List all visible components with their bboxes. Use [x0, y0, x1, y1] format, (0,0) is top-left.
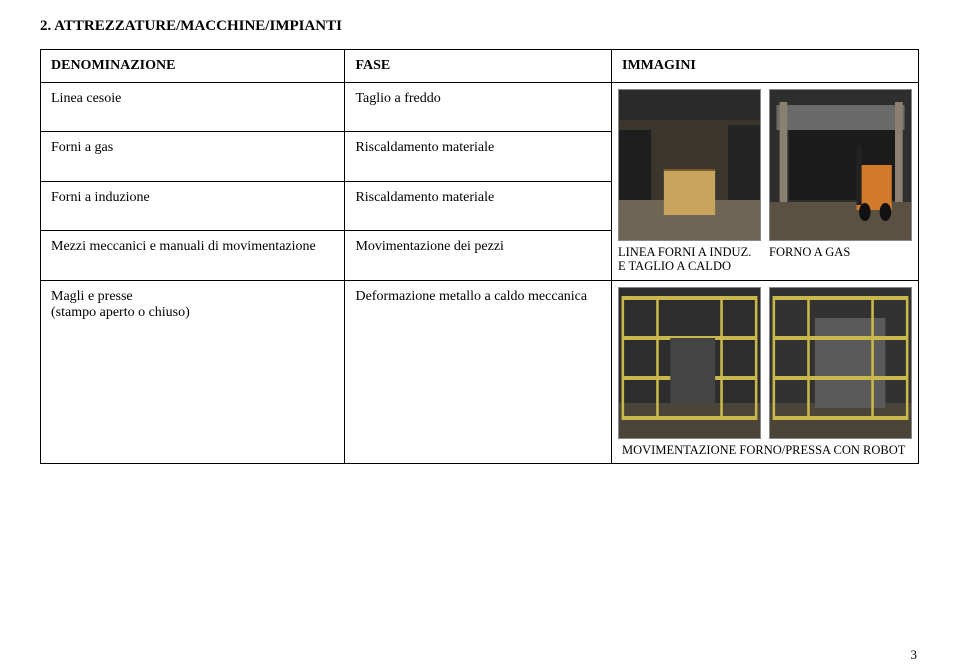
photo-wrap: LINEA FORNI A INDUZ. E TAGLIO A CALDO — [618, 89, 761, 274]
section-title: 2. ATTREZZATURE/MACCHINE/IMPIANTI — [40, 18, 919, 35]
cell-fase: Riscaldamento materiale — [345, 181, 612, 230]
cell-images-bottom: MOVIMENTAZIONE FORNO/PRESSA CON ROBOT — [612, 280, 919, 463]
photo-pair-top: LINEA FORNI A INDUZ. E TAGLIO A CALDO — [618, 89, 912, 274]
page: 2. ATTREZZATURE/MACCHINE/IMPIANTI DENOMI… — [0, 0, 959, 667]
photo-forno-gas — [769, 89, 912, 241]
table-row: Linea cesoie Taglio a freddo — [41, 83, 919, 132]
cell-fase: Riscaldamento materiale — [345, 132, 612, 181]
photo-wrap: FORNO A GAS — [769, 89, 912, 274]
cell-images-top: LINEA FORNI A INDUZ. E TAGLIO A CALDO — [612, 83, 919, 281]
cell-denom: Linea cesoie — [41, 83, 345, 132]
cell-denom: Mezzi meccanici e manuali di movimentazi… — [41, 231, 345, 280]
cell-denom: Magli e presse (stampo aperto o chiuso) — [41, 280, 345, 463]
caption-robot: MOVIMENTAZIONE FORNO/PRESSA CON ROBOT — [622, 443, 912, 457]
photo-robot-left — [618, 287, 761, 439]
cell-denom: Forni a gas — [41, 132, 345, 181]
cell-fase: Movimentazione dei pezzi — [345, 231, 612, 280]
photo-linea-forni — [618, 89, 761, 241]
cell-fase: Deformazione metallo a caldo meccanica — [345, 280, 612, 463]
caption-forno-gas: FORNO A GAS — [769, 245, 912, 259]
header-fase: FASE — [345, 50, 612, 83]
caption-linea-forni: LINEA FORNI A INDUZ. E TAGLIO A CALDO — [618, 245, 761, 274]
page-number: 3 — [911, 647, 918, 663]
table-row: Magli e presse (stampo aperto o chiuso) … — [41, 280, 919, 463]
equipment-table: DENOMINAZIONE FASE IMMAGINI Linea cesoie… — [40, 49, 919, 464]
cell-denom: Forni a induzione — [41, 181, 345, 230]
header-immagini: IMMAGINI — [612, 50, 919, 83]
header-denominazione: DENOMINAZIONE — [41, 50, 345, 83]
cell-fase: Taglio a freddo — [345, 83, 612, 132]
photo-pair-bottom — [618, 287, 912, 439]
photo-robot-right — [769, 287, 912, 439]
table-header-row: DENOMINAZIONE FASE IMMAGINI — [41, 50, 919, 83]
